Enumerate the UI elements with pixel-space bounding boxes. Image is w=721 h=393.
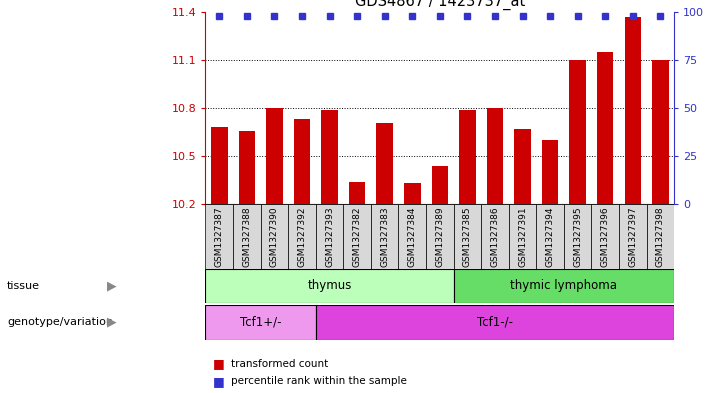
- Text: GSM1327390: GSM1327390: [270, 206, 279, 267]
- Text: ■: ■: [213, 357, 224, 370]
- Bar: [322, 110, 338, 204]
- Bar: [647, 204, 674, 269]
- Text: GSM1327394: GSM1327394: [546, 206, 554, 267]
- Text: thymic lymphoma: thymic lymphoma: [510, 279, 617, 292]
- Text: percentile rank within the sample: percentile rank within the sample: [231, 376, 407, 386]
- Bar: [376, 123, 393, 204]
- Bar: [454, 269, 674, 303]
- Bar: [316, 305, 674, 340]
- Bar: [343, 204, 371, 269]
- Text: ▶: ▶: [107, 316, 117, 329]
- Bar: [426, 204, 454, 269]
- Bar: [432, 166, 448, 204]
- Text: GSM1327392: GSM1327392: [298, 206, 306, 267]
- Text: Tcf1+/-: Tcf1+/-: [240, 316, 281, 329]
- Text: GSM1327388: GSM1327388: [242, 206, 252, 267]
- Bar: [211, 127, 228, 204]
- Text: GSM1327382: GSM1327382: [353, 206, 362, 267]
- Text: GSM1327398: GSM1327398: [656, 206, 665, 267]
- Text: genotype/variation: genotype/variation: [7, 317, 113, 327]
- Text: GSM1327395: GSM1327395: [573, 206, 582, 267]
- Text: GSM1327391: GSM1327391: [518, 206, 527, 267]
- Bar: [454, 204, 481, 269]
- Bar: [570, 60, 586, 204]
- Bar: [239, 130, 255, 204]
- Text: GSM1327384: GSM1327384: [408, 206, 417, 267]
- Bar: [624, 17, 641, 204]
- Bar: [514, 129, 531, 204]
- Title: GDS4867 / 1423737_at: GDS4867 / 1423737_at: [355, 0, 525, 11]
- Bar: [404, 184, 420, 204]
- Text: ▶: ▶: [107, 279, 117, 292]
- Bar: [233, 204, 260, 269]
- Bar: [205, 269, 454, 303]
- Bar: [564, 204, 591, 269]
- Bar: [597, 52, 614, 204]
- Bar: [205, 305, 316, 340]
- Bar: [260, 204, 288, 269]
- Bar: [536, 204, 564, 269]
- Bar: [349, 182, 366, 204]
- Bar: [316, 204, 343, 269]
- Bar: [487, 108, 503, 204]
- Bar: [288, 204, 316, 269]
- Bar: [371, 204, 399, 269]
- Bar: [205, 204, 233, 269]
- Text: GSM1327396: GSM1327396: [601, 206, 610, 267]
- Bar: [619, 204, 647, 269]
- Text: GSM1327386: GSM1327386: [490, 206, 500, 267]
- Text: GSM1327385: GSM1327385: [463, 206, 472, 267]
- Text: GSM1327389: GSM1327389: [435, 206, 444, 267]
- Text: tissue: tissue: [7, 281, 40, 291]
- Bar: [266, 108, 283, 204]
- Text: GSM1327387: GSM1327387: [215, 206, 224, 267]
- Bar: [481, 204, 509, 269]
- Bar: [541, 140, 558, 204]
- Text: GSM1327383: GSM1327383: [380, 206, 389, 267]
- Bar: [509, 204, 536, 269]
- Bar: [459, 110, 476, 204]
- Text: transformed count: transformed count: [231, 358, 328, 369]
- Bar: [591, 204, 619, 269]
- Text: GSM1327393: GSM1327393: [325, 206, 334, 267]
- Text: GSM1327397: GSM1327397: [628, 206, 637, 267]
- Text: Tcf1-/-: Tcf1-/-: [477, 316, 513, 329]
- Text: ■: ■: [213, 375, 224, 388]
- Bar: [652, 60, 668, 204]
- Bar: [293, 119, 310, 204]
- Text: thymus: thymus: [307, 279, 352, 292]
- Bar: [399, 204, 426, 269]
